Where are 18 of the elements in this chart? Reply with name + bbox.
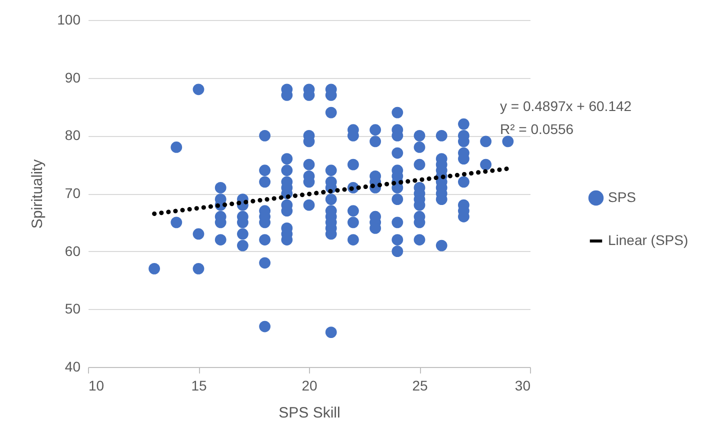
y-tick-label: 80: [64, 127, 81, 144]
y-tick-label: 70: [64, 185, 81, 201]
y-tick-label: 100: [57, 12, 81, 28]
x-tick-label: 25: [412, 378, 428, 394]
x-tick-label: 10: [88, 378, 104, 394]
y-tick-label: 60: [64, 242, 81, 259]
y-axis-title: Spirituality: [29, 158, 46, 229]
x-tick-label: 15: [191, 378, 207, 394]
x-axis-title: SPS Skill: [278, 404, 340, 422]
x-tick-label: 20: [302, 378, 318, 394]
y-tick-label: 40: [64, 358, 81, 374]
x-tick-label: 30: [514, 378, 531, 394]
y-tick-label: 50: [64, 300, 81, 317]
annotation: y = 0.4897x + 60.142: [500, 98, 632, 114]
legend-label: Linear (SPS): [608, 232, 688, 248]
annotation: R² = 0.0556: [500, 121, 574, 137]
y-tick-label: 90: [64, 69, 81, 86]
legend-label: SPS: [608, 189, 636, 205]
